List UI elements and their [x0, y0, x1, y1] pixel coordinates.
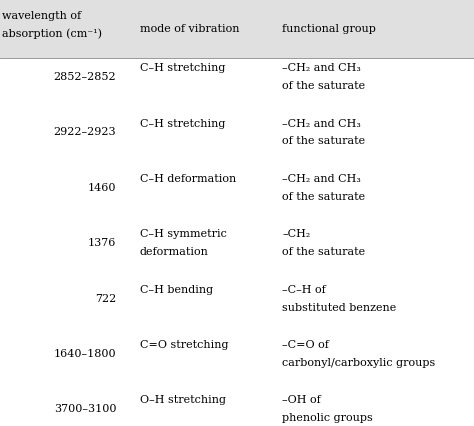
Text: functional group: functional group — [282, 24, 376, 34]
Text: –CH₂ and CH₃: –CH₂ and CH₃ — [282, 174, 361, 184]
Text: wavelength of: wavelength of — [2, 11, 82, 20]
Text: 1460: 1460 — [88, 183, 116, 193]
Text: 722: 722 — [95, 294, 116, 304]
Text: deformation: deformation — [140, 247, 209, 257]
Text: O–H stretching: O–H stretching — [140, 395, 226, 406]
Text: –C–H of: –C–H of — [282, 285, 326, 295]
Text: –CH₂ and CH₃: –CH₂ and CH₃ — [282, 63, 361, 73]
Text: carbonyl/carboxylic groups: carbonyl/carboxylic groups — [282, 358, 435, 368]
Text: of the saturate: of the saturate — [282, 136, 365, 147]
Text: –CH₂ and CH₃: –CH₂ and CH₃ — [282, 118, 361, 129]
Text: of the saturate: of the saturate — [282, 81, 365, 91]
Text: 1376: 1376 — [88, 238, 116, 248]
Text: C–H deformation: C–H deformation — [140, 174, 236, 184]
Text: –OH of: –OH of — [282, 395, 321, 406]
Text: –CH₂: –CH₂ — [282, 229, 310, 239]
Text: phenolic groups: phenolic groups — [282, 413, 373, 423]
Text: absorption (cm⁻¹): absorption (cm⁻¹) — [2, 29, 102, 39]
Text: 1640–1800: 1640–1800 — [54, 349, 116, 359]
Text: substituted benzene: substituted benzene — [282, 302, 396, 313]
Text: C–H stretching: C–H stretching — [140, 63, 225, 73]
Text: C=O stretching: C=O stretching — [140, 340, 228, 350]
Text: 2852–2852: 2852–2852 — [54, 72, 116, 82]
Text: 3700–3100: 3700–3100 — [54, 404, 116, 414]
Text: of the saturate: of the saturate — [282, 192, 365, 202]
Text: C–H symmetric: C–H symmetric — [140, 229, 227, 239]
Text: C–H bending: C–H bending — [140, 285, 213, 295]
Text: mode of vibration: mode of vibration — [140, 24, 239, 34]
Text: 2922–2923: 2922–2923 — [54, 127, 116, 138]
Text: C–H stretching: C–H stretching — [140, 118, 225, 129]
Text: of the saturate: of the saturate — [282, 247, 365, 257]
Text: –C=O of: –C=O of — [282, 340, 329, 350]
FancyBboxPatch shape — [0, 0, 474, 58]
